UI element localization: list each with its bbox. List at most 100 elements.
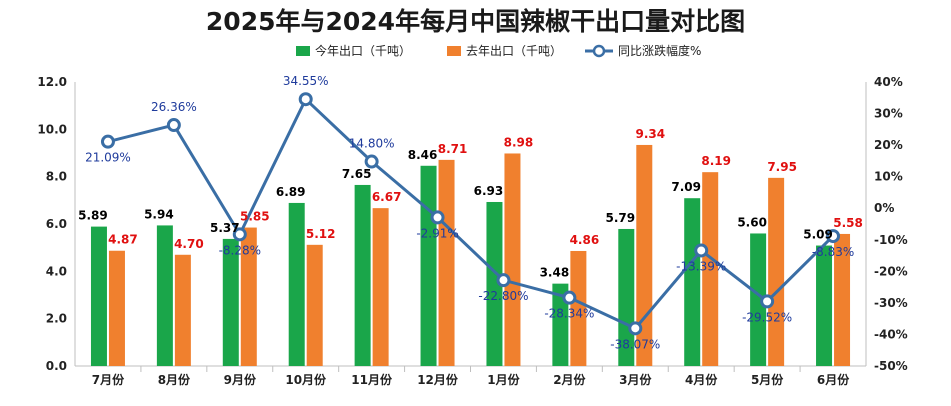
bar-previous: [372, 208, 389, 366]
x-tick-label: 1月份: [487, 372, 520, 387]
line-point: [562, 290, 577, 305]
x-tick-label: 4月份: [685, 372, 718, 387]
line-point-label: -22.80%: [478, 289, 528, 303]
bar-current-label: 7.65: [342, 167, 372, 181]
legend-swatch: [296, 46, 310, 56]
bar-previous-label: 5.58: [833, 216, 863, 230]
bar-current: [816, 245, 833, 366]
line-point: [166, 118, 181, 133]
legend: 今年出口（千吨） 去年出口（千吨） 同比涨跌幅度%: [296, 43, 701, 58]
y-left-tick-label: 4.0: [46, 264, 67, 278]
x-tick-label: 12月份: [417, 372, 459, 387]
bar-current: [222, 238, 239, 366]
line-point-label: -2.91%: [416, 226, 458, 240]
line-point-label: -28.34%: [544, 307, 594, 321]
x-tick-label: 7月份: [92, 372, 125, 387]
line-point: [100, 134, 115, 149]
x-tick-label: 8月份: [158, 372, 191, 387]
legend-swatch-marker: [592, 44, 606, 58]
y-right-tick-label: 30%: [874, 107, 903, 121]
line-point: [430, 210, 445, 225]
bar-previous-label: 7.95: [767, 160, 797, 174]
y-right-tick-label: -50%: [874, 359, 908, 373]
y-right-tick-label: 40%: [874, 75, 903, 89]
bar-previous: [702, 172, 719, 366]
bar-previous: [768, 177, 785, 366]
bar-current-label: 5.37: [210, 221, 240, 235]
line-point-label: 21.09%: [85, 151, 131, 165]
legend-item: 同比涨跌幅度%: [585, 43, 701, 58]
line-point-label: -13.39%: [676, 259, 726, 273]
line-point: [496, 273, 511, 288]
bar-previous-label: 8.98: [504, 135, 534, 149]
bar-current: [354, 184, 371, 366]
bar-previous-label: 5.85: [240, 210, 270, 224]
bar-current-label: 5.79: [605, 211, 635, 225]
y-right-tick-label: -40%: [874, 327, 908, 341]
bar-current: [288, 202, 305, 366]
legend-label: 今年出口（千吨）: [315, 43, 411, 58]
bar-current: [420, 165, 437, 366]
line-point: [628, 321, 643, 336]
bar-previous-label: 4.87: [108, 233, 138, 247]
bar-current-label: 6.93: [474, 184, 504, 198]
legend-swatch: [447, 46, 461, 56]
y-left-tick-label: 2.0: [46, 312, 67, 326]
bar-previous: [834, 233, 851, 366]
y-left-tick-label: 6.0: [46, 217, 67, 231]
bar-previous-label: 5.12: [306, 227, 336, 241]
y-left-tick-label: 12.0: [37, 75, 67, 89]
line-point-label: 14.80%: [349, 137, 395, 151]
bar-previous-label: 4.70: [174, 237, 204, 251]
line-point-label: -8.83%: [812, 245, 854, 259]
chart-title: 2025年与2024年每月中国辣椒干出口量对比图: [205, 7, 746, 36]
line-point: [760, 294, 775, 309]
bar-current-label: 5.60: [737, 215, 767, 229]
x-tick-label: 9月份: [224, 372, 257, 387]
bar-current-label: 6.89: [276, 185, 306, 199]
bar-previous-label: 8.19: [701, 154, 731, 168]
legend-item: 去年出口（千吨）: [447, 44, 562, 58]
x-tick-label: 5月份: [751, 372, 784, 387]
x-tick-label: 10月份: [285, 372, 327, 387]
line-path: [107, 96, 835, 331]
line-point: [826, 229, 841, 244]
bar-current: [156, 225, 173, 366]
line-point-label: -29.52%: [742, 310, 792, 324]
x-tick-label: 2月份: [553, 372, 586, 387]
line-point-label: 34.55%: [283, 74, 329, 88]
y-right-tick-label: -30%: [874, 296, 908, 310]
axes: 0.0 2.0 4.0 6.0 8.0 10.0 12.0 -50% -40% -30% -20% -…: [37, 75, 907, 387]
bar-previous: [570, 250, 587, 366]
bar-current-label: 7.09: [671, 180, 701, 194]
bar-current: [684, 198, 701, 366]
line-point: [298, 92, 313, 107]
bar-previous: [108, 250, 125, 366]
bar-current-label: 5.09: [803, 228, 833, 242]
y-right-tick-label: -10%: [874, 233, 908, 247]
x-tick-label: 11月份: [351, 372, 393, 387]
x-tick-label: 3月份: [619, 372, 652, 387]
y-right-tick-label: 0%: [874, 201, 894, 215]
bar-previous: [174, 254, 191, 366]
y-right-tick-label: 20%: [874, 138, 903, 152]
bar-previous: [306, 244, 323, 366]
bar-previous-label: 9.34: [635, 127, 665, 141]
y-left-tick-label: 0.0: [46, 359, 67, 373]
y-left-tick-label: 8.0: [46, 170, 67, 184]
y-right-tick-label: 10%: [874, 170, 903, 184]
y-right-tick-label: -20%: [874, 264, 908, 278]
line-point: [232, 227, 247, 242]
data-labels: 5.894.87 5.94 4.70 5.375.85 6.89 5.12 7.656.67…: [78, 74, 863, 351]
bar-current: [90, 226, 107, 366]
line-point: [694, 243, 709, 258]
bar-previous-label: 6.67: [372, 190, 402, 204]
legend-label: 同比涨跌幅度%: [618, 43, 701, 58]
bar-current-label: 5.89: [78, 209, 108, 223]
line-point: [364, 154, 379, 169]
bar-current-label: 5.94: [144, 207, 174, 221]
bars: [90, 144, 851, 366]
line-point-label: -8.28%: [219, 243, 261, 257]
bar-current-label: 8.46: [408, 148, 438, 162]
